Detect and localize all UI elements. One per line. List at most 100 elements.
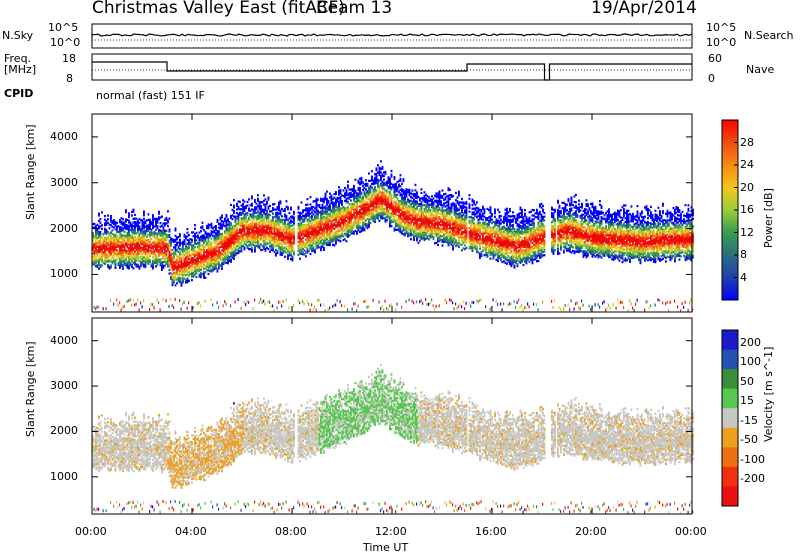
power-cell [267, 242, 270, 245]
power-cell [134, 243, 136, 246]
power-cell [219, 256, 222, 260]
power-cell [380, 200, 382, 203]
power-cell [360, 202, 363, 205]
power-cell [231, 208, 234, 212]
power-cell [362, 221, 364, 224]
power-cell [272, 249, 274, 252]
power-cell [453, 230, 456, 233]
power-cell [207, 258, 210, 261]
power-cell [96, 253, 99, 256]
power-cell [440, 202, 442, 205]
power-cell [243, 233, 246, 236]
power-cell [366, 192, 369, 195]
power-speckle [347, 308, 349, 312]
power-cell [419, 224, 421, 228]
power-cell [267, 247, 270, 251]
power-cell [369, 218, 372, 221]
power-cell [104, 247, 106, 251]
power-cell [144, 262, 147, 265]
power-cell [213, 249, 216, 252]
power-cell [161, 224, 163, 227]
power-cell [432, 232, 435, 235]
power-cell [377, 202, 379, 205]
power-cell [443, 226, 445, 229]
power-cell [329, 214, 331, 217]
power-cell [263, 229, 265, 232]
power-cell [366, 217, 369, 220]
power-cell [249, 227, 252, 231]
power-cell [104, 249, 106, 252]
power-cell [153, 234, 156, 237]
power-cell [329, 232, 331, 236]
power-cell [399, 229, 402, 232]
power-cell [260, 201, 262, 204]
power-cell [242, 219, 244, 222]
power-cell [122, 254, 124, 258]
power-cell [326, 210, 328, 213]
power-cell [386, 211, 388, 215]
power-cell [312, 235, 315, 238]
power-cell [174, 271, 177, 274]
power-cell [290, 257, 292, 261]
power-cell [207, 269, 210, 272]
power-cell [207, 234, 210, 237]
power-speckle [218, 305, 220, 309]
power-cell [339, 207, 342, 210]
power-cell [167, 235, 169, 239]
power-cell [324, 231, 327, 234]
power-speckle [288, 306, 290, 310]
power-cell [293, 251, 295, 254]
power-cell [246, 232, 249, 235]
power-cell [180, 264, 183, 267]
power-cell [191, 271, 193, 274]
power-cell [281, 244, 283, 247]
power-cell [453, 226, 456, 229]
power-cell [356, 216, 358, 219]
power-cell [113, 226, 115, 229]
power-speckle [339, 300, 341, 304]
power-cell [375, 194, 378, 198]
power-cell [120, 217, 123, 220]
power-cell [399, 221, 402, 225]
power-cell [141, 221, 144, 224]
power-cell [347, 193, 349, 196]
power-cell [152, 250, 154, 253]
power-cell [278, 219, 280, 222]
power-cell [297, 233, 300, 236]
power-cell [345, 197, 348, 201]
power-cell [174, 253, 177, 256]
power-cell [333, 196, 336, 199]
power-cell [191, 266, 193, 269]
power-cell [350, 223, 352, 226]
power-cell [209, 257, 211, 260]
power-cell [378, 186, 381, 190]
power-cell [350, 215, 352, 219]
power-cell [108, 250, 111, 254]
power-cell [197, 252, 199, 256]
power-cell [368, 220, 370, 223]
power-cell [236, 244, 238, 248]
power-cell [231, 225, 234, 228]
power-cell [237, 238, 240, 242]
power-cell [194, 234, 196, 238]
power-cell [414, 192, 417, 196]
power-cell [164, 229, 166, 232]
power-cell [426, 198, 429, 201]
power-cell [116, 245, 118, 248]
power-cell [384, 203, 387, 207]
power-cell [200, 226, 202, 229]
power-cell [138, 265, 141, 268]
power-cell [134, 235, 136, 238]
power-cell [444, 223, 447, 227]
power-cell [243, 224, 246, 227]
power-cell [414, 189, 417, 192]
power-cell [395, 186, 397, 189]
power-cell [270, 248, 273, 251]
power-cell [96, 223, 99, 226]
power-cell [254, 230, 256, 233]
power-cell [354, 211, 357, 214]
power-cell [321, 234, 324, 238]
power-cell [396, 217, 399, 220]
power-cell [273, 221, 276, 224]
power-cell [314, 225, 316, 228]
